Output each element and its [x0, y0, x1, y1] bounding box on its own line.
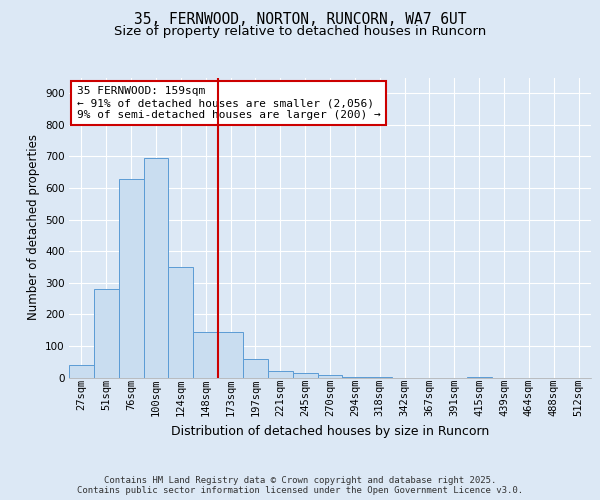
- Bar: [268, 371, 293, 378]
- Y-axis label: Number of detached properties: Number of detached properties: [26, 134, 40, 320]
- Bar: [293, 373, 317, 378]
- Text: 35 FERNWOOD: 159sqm
← 91% of detached houses are smaller (2,056)
9% of semi-deta: 35 FERNWOOD: 159sqm ← 91% of detached ho…: [77, 86, 380, 120]
- Bar: [367, 377, 392, 378]
- Bar: [94, 289, 119, 378]
- Text: Contains HM Land Registry data © Crown copyright and database right 2025.
Contai: Contains HM Land Registry data © Crown c…: [77, 476, 523, 495]
- Bar: [218, 332, 243, 378]
- Text: 35, FERNWOOD, NORTON, RUNCORN, WA7 6UT: 35, FERNWOOD, NORTON, RUNCORN, WA7 6UT: [134, 12, 466, 28]
- Bar: [119, 178, 143, 378]
- Bar: [193, 332, 218, 378]
- Bar: [69, 365, 94, 378]
- Bar: [343, 376, 367, 378]
- Text: Size of property relative to detached houses in Runcorn: Size of property relative to detached ho…: [114, 25, 486, 38]
- Bar: [169, 267, 193, 378]
- Bar: [143, 158, 169, 378]
- Bar: [317, 375, 343, 378]
- Bar: [467, 377, 491, 378]
- Bar: [243, 358, 268, 378]
- X-axis label: Distribution of detached houses by size in Runcorn: Distribution of detached houses by size …: [171, 424, 489, 438]
